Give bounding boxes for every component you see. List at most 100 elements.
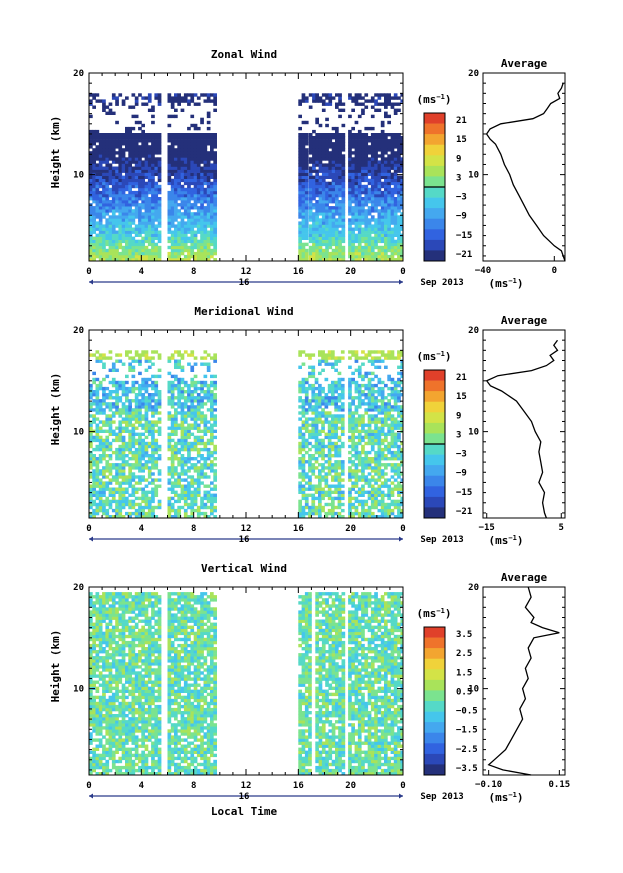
x-tick-label: 0 [400,267,405,277]
y-axis-label: Height (km) [49,373,62,446]
y-tick-label: 10 [73,171,84,181]
colorbar-tick-label: 21 [456,373,467,383]
average-title: Average [501,314,548,327]
x-tick-label: 16 [293,267,304,277]
colorbar-tick-label: 21 [456,116,467,126]
colorbar-tick-label: −15 [456,231,472,241]
colorbar-tick-label: −2.5 [456,745,478,755]
x-tick-label: 0 [400,524,405,534]
x-tick-label: 0 [400,781,405,791]
x-tick-label: 0 [86,524,91,534]
avg-unit: (ms−1) [489,791,524,804]
colorbar-tick-label: 9 [456,411,461,421]
colorbar-tick-label: 9 [456,154,461,164]
month-label: Sep 2013 [420,278,463,288]
avg-unit: (ms−1) [489,277,524,290]
date-axis-arrow [89,279,93,285]
avg-y-tick-label: 10 [468,685,479,695]
month-label: Sep 2013 [420,535,463,545]
avg-y-tick-label: 20 [468,326,479,336]
x-tick-label: 20 [345,524,356,534]
colorbar-tick-label: −21 [456,250,472,260]
x-tick-label: 0 [86,267,91,277]
average-profile-line [485,339,559,519]
x-tick-label: 4 [139,781,145,791]
x-tick-label: 12 [241,781,252,791]
colorbar-tick-label: −0.5 [456,707,478,717]
y-axis-label: Height (km) [49,630,62,703]
y-tick-label: 20 [73,69,84,79]
x-tick-label: 12 [241,267,252,277]
x-tick-label: 16 [293,781,304,791]
date-axis-arrow [399,536,403,542]
colorbar-tick-label: −3.5 [456,764,478,774]
average-title: Average [501,571,548,584]
avg-x-tick-label: −15 [479,523,495,533]
x-tick-label: 8 [191,781,196,791]
colorbar-tick-label: 1.5 [456,668,472,678]
x-tick-label: 4 [139,524,145,534]
average-title: Average [501,57,548,70]
heatmap-cells [89,592,403,775]
avg-unit: (ms−1) [489,534,524,547]
x-tick-label: 8 [191,267,196,277]
colorbar-tick-label: −3 [456,450,467,460]
avg-y-tick-label: 10 [468,171,479,181]
x-axis-label: Local Time [211,805,278,818]
y-tick-label: 20 [73,583,84,593]
colorbar: 3.5 2.5 1.5 0.5 −0.5 −1.5 −2.5 −3.5 [423,626,478,776]
colorbar-tick-label: −15 [456,488,472,498]
y-tick-label: 10 [73,685,84,695]
avg-x-tick-label: 5 [559,523,564,533]
colorbar-unit: (ms−1) [417,93,452,106]
colorbar-tick-label: 3 [456,430,461,440]
colorbar-unit: (ms−1) [417,607,452,620]
colorbar-tick-label: −21 [456,507,472,517]
avg-y-tick-label: 20 [468,583,479,593]
colorbar-tick-label: −9 [456,212,467,222]
date-axis-arrow [89,536,93,542]
date-axis-arrow [399,793,403,799]
colorbar-tick-label: −1.5 [456,726,478,736]
average-frame [482,586,566,776]
panel-title: Meridional Wind [194,305,293,318]
colorbar-unit: (ms−1) [417,350,452,363]
date-label: 16 [239,278,250,288]
x-tick-label: 12 [241,524,252,534]
colorbar-tick-label: 0.5 [456,687,472,697]
avg-x-tick-label: −0.10 [475,780,502,790]
colorbar-tick-label: 15 [456,392,467,402]
x-tick-label: 20 [345,781,356,791]
avg-y-tick-label: 10 [468,428,479,438]
month-label: Sep 2013 [420,792,463,802]
colorbar-tick-label: −9 [456,469,467,479]
x-tick-label: 8 [191,524,196,534]
avg-x-tick-label: 0 [552,266,557,276]
date-label: 16 [239,535,250,545]
avg-x-tick-label: −40 [475,266,491,276]
x-tick-label: 0 [86,781,91,791]
heatmap-cells [89,93,403,261]
average-frame [482,72,566,262]
panel-title: Zonal Wind [211,48,277,61]
average-frame [482,329,566,519]
y-tick-label: 20 [73,326,84,336]
colorbar-tick-label: −3 [456,193,467,203]
x-tick-label: 4 [139,267,145,277]
date-axis-arrow [399,279,403,285]
heatmap-cells [89,350,403,518]
y-axis-label: Height (km) [49,116,62,189]
date-axis-arrow [89,793,93,799]
x-tick-label: 20 [345,267,356,277]
colorbar-tick-label: 3 [456,173,461,183]
colorbar-tick-label: 2.5 [456,649,472,659]
y-tick-label: 10 [73,428,84,438]
colorbar-tick-label: 3.5 [456,630,472,640]
avg-x-tick-label: 0.15 [549,780,571,790]
x-tick-label: 16 [293,524,304,534]
